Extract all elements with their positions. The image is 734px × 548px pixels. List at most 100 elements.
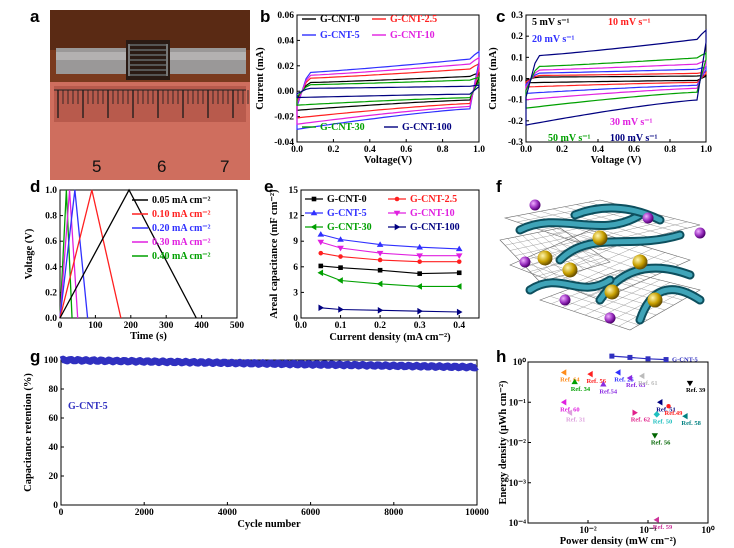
- data-point: [377, 267, 383, 273]
- x-tick-label: 0.0: [291, 145, 303, 155]
- data-point: [417, 259, 422, 264]
- data-point: [338, 306, 344, 313]
- x-tick-label: 10000: [465, 508, 489, 518]
- data-point: [337, 236, 344, 242]
- legend-marker: [310, 223, 317, 231]
- ion-yellow: [632, 254, 648, 270]
- legend-label: G-CNT-2.5: [390, 14, 437, 25]
- ruler-label-7: 7: [220, 157, 229, 176]
- reference-point: [653, 411, 660, 418]
- reference-point: [653, 516, 659, 524]
- legend-label: G-CNT-30: [327, 222, 372, 233]
- y-axis-label: Capacitance retention (%): [23, 373, 34, 492]
- reference-point: [686, 380, 694, 387]
- ions: [519, 199, 706, 324]
- x-tick-label: 0.6: [628, 145, 640, 155]
- data-point: [417, 271, 422, 276]
- y-tick-label: 60: [49, 414, 59, 424]
- lattice-line: [537, 232, 584, 270]
- device-photo: 5 6 7: [50, 10, 250, 180]
- cv-loop: [525, 74, 707, 84]
- x-tick-label: 10⁻¹: [639, 526, 657, 536]
- reference-label: Ref. 50: [653, 418, 673, 425]
- legend-label: 0.30 mA cm⁻²: [152, 237, 211, 248]
- x-axis-label: Voltage (V): [591, 155, 642, 166]
- x-axis-label: Time (s): [130, 331, 167, 342]
- data-point: [456, 259, 462, 264]
- y-axis-label: Areal capacitance (mF cm⁻²): [269, 189, 280, 319]
- data-point: [455, 253, 463, 260]
- legend-marker: [394, 196, 400, 202]
- y-tick-label: 0.8: [45, 212, 57, 222]
- reference-point: [632, 409, 638, 416]
- legend-label: 0.05 mA cm⁻²: [152, 195, 211, 206]
- data-point: [317, 269, 324, 277]
- cv-loop: [296, 84, 480, 99]
- graphene-sheet: [499, 227, 611, 283]
- x-tick-label: 0.2: [327, 145, 339, 155]
- reference-label: Ref. 61: [638, 380, 658, 387]
- ruler-label-6: 6: [157, 157, 166, 176]
- x-tick-label: 0.3: [414, 321, 426, 331]
- series-label: G-CNT-5: [68, 401, 108, 412]
- x-tick-label: 0.0: [520, 145, 532, 155]
- y-tick-label: 0.06: [277, 11, 294, 21]
- reference-point: [560, 369, 567, 376]
- main-series-label: G-CNT-5: [672, 357, 699, 364]
- y-tick-label: 100: [44, 356, 59, 366]
- data-point: [337, 245, 344, 252]
- chart-b-cv-samples: 0.0 0.2 0.4 0.6 0.8 1.0 -0.04 -0.02 0.00 0.02 0.04…: [255, 11, 485, 166]
- data-point: [338, 265, 343, 270]
- data-point: [317, 231, 325, 237]
- lattice-line: [584, 279, 661, 316]
- electrode-finger: [130, 54, 166, 56]
- x-tick-label: 0.8: [437, 145, 449, 155]
- x-tick-label: 0.2: [374, 321, 386, 331]
- data-point: [318, 250, 324, 256]
- ion-yellow: [537, 250, 553, 266]
- reference-point: [560, 399, 567, 406]
- data-point: [455, 245, 463, 252]
- x-tick-label: 10⁰: [701, 525, 715, 536]
- reference-label: Ref. 58: [681, 420, 701, 427]
- reference-label: Ref. 62: [631, 417, 651, 424]
- legend-label: 10 mV s⁻¹: [608, 17, 651, 28]
- x-tick-label: 0.4: [453, 321, 465, 331]
- y-tick-label: 10⁰: [513, 357, 527, 368]
- reference-label: Ref. 34: [571, 386, 591, 393]
- reference-point: [615, 369, 621, 376]
- panel-label-a: a: [30, 7, 40, 26]
- y-tick-label: 0.3: [511, 11, 523, 21]
- reference-point: [638, 372, 645, 380]
- y-tick-label: -0.04: [274, 138, 294, 148]
- x-tick-label: 0.8: [664, 145, 676, 155]
- x-axis-label: Current density (mA cm⁻²): [329, 332, 451, 343]
- panel-label-c: c: [496, 7, 505, 26]
- legend-marker: [394, 223, 401, 231]
- x-tick-label: 100: [88, 321, 103, 331]
- x-axis-label: Power density (mW cm⁻²): [560, 536, 677, 547]
- y-tick-label: 10⁻²: [509, 439, 527, 449]
- reference-label: Ref. 56: [586, 378, 606, 385]
- reference-point: [651, 433, 659, 439]
- legend-label: G-CNT-30: [320, 122, 365, 133]
- legend-label: G-CNT-100: [410, 222, 460, 233]
- ruler-label-5: 5: [92, 157, 101, 176]
- legend-label: 50 mV s⁻¹: [548, 133, 591, 144]
- ruler: [54, 89, 249, 118]
- legend-label: G-CNT-5: [320, 30, 360, 41]
- gcd-curve: [59, 189, 122, 319]
- y-tick-label: -0.2: [508, 117, 523, 127]
- y-tick-label: 3: [293, 288, 298, 298]
- interdigital-electrodes: [128, 44, 168, 76]
- graphene-cnt-schematic: [499, 199, 706, 331]
- legend-label: 0.20 mA cm⁻²: [152, 223, 211, 234]
- chart-d-gcd: 0 100 200 300 400 500 0.0 0.2 0.4 0.6 0.8 1.0 Time (…: [24, 186, 244, 342]
- data-point: [456, 270, 462, 276]
- gcd-curve: [59, 188, 197, 319]
- panel-label-e: e: [264, 177, 273, 196]
- data-point: [377, 257, 383, 263]
- x-tick-label: 10⁻²: [579, 526, 597, 536]
- x-tick-label: 200: [124, 321, 139, 331]
